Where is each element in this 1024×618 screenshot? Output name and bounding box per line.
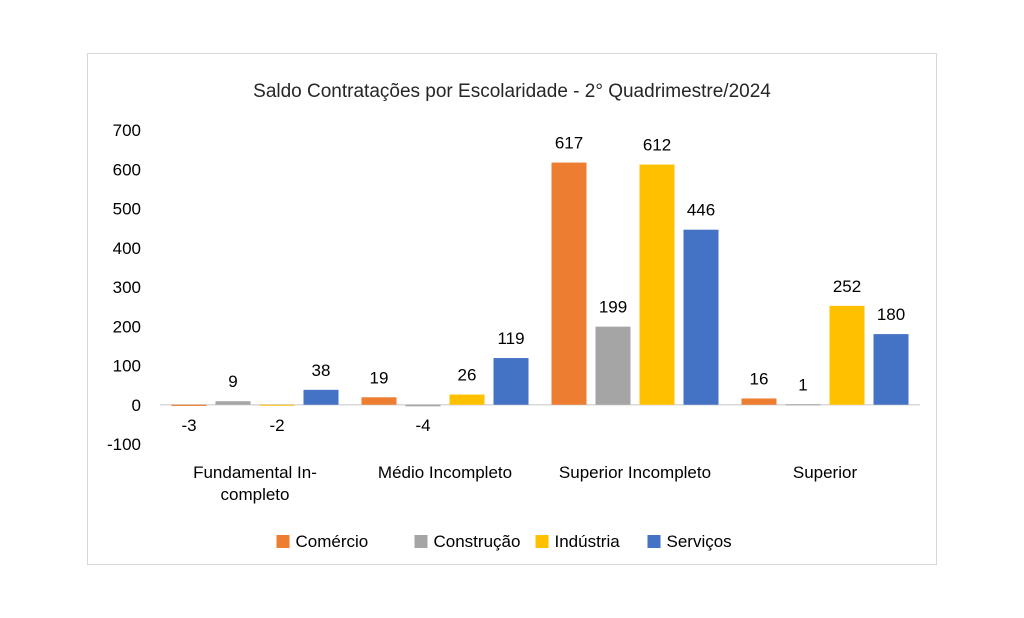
bar (873, 334, 909, 405)
data-label: 1 (798, 375, 807, 394)
data-label: 199 (599, 298, 627, 317)
data-label: -3 (181, 416, 196, 435)
data-label: 119 (497, 329, 524, 348)
data-label: -2 (269, 416, 284, 435)
legend-swatch (535, 535, 549, 548)
bar (829, 305, 865, 405)
data-label: 180 (877, 305, 905, 324)
bar (259, 404, 295, 406)
bar (215, 401, 251, 405)
bars (171, 162, 909, 407)
bar (405, 404, 441, 407)
data-labels: -3 9 -2 38 19 -4 26 119 617 199 612 446 16 1 252 180 (181, 134, 905, 435)
data-label: 617 (555, 134, 583, 153)
data-label: 19 (370, 368, 389, 387)
y-tick-label: -100 (107, 435, 141, 454)
legend: Comércio Construção Indústria Serviços (276, 532, 732, 551)
y-tick-label: 700 (113, 121, 141, 140)
bar (639, 164, 675, 405)
bar (595, 326, 631, 405)
y-tick-label: 400 (113, 239, 141, 258)
y-tick-label: 0 (132, 396, 141, 415)
legend-label: Indústria (555, 532, 621, 551)
data-label: 38 (312, 361, 331, 380)
legend-swatch (276, 535, 290, 548)
chart-title: Saldo Contratações por Escolaridade - 2°… (253, 81, 771, 102)
data-label: -4 (415, 416, 430, 435)
bar (785, 404, 821, 406)
legend-swatch (414, 535, 428, 548)
y-tick-label: 100 (113, 357, 141, 376)
bar (683, 229, 719, 405)
bar (361, 397, 397, 405)
legend-label: Construção (434, 532, 521, 551)
x-tick-label: Superior Incompleto (559, 463, 711, 482)
y-tick-label: 500 (113, 200, 141, 219)
y-tick-label: 200 (113, 317, 141, 336)
data-label: 612 (643, 136, 671, 155)
legend-label: Serviços (667, 532, 732, 551)
bar (493, 358, 529, 405)
bar (551, 162, 587, 405)
data-label: 252 (833, 277, 861, 296)
bar (171, 404, 207, 406)
x-tick-label: Fundamental In-completo (193, 463, 317, 504)
x-tick-label: Médio Incompleto (378, 463, 512, 482)
y-tick-label: 600 (113, 160, 141, 179)
x-axis: Fundamental In-completo Médio Incompleto S… (193, 463, 857, 504)
legend-label: Comércio (296, 532, 369, 551)
bar (741, 398, 777, 405)
data-label: 26 (458, 366, 477, 385)
bar (303, 389, 339, 405)
x-tick-label: Superior (793, 463, 858, 482)
y-tick-label: 300 (113, 278, 141, 297)
bar (449, 394, 485, 405)
data-label: 16 (750, 369, 769, 388)
data-label: 9 (228, 372, 237, 391)
data-label: 446 (687, 201, 715, 220)
chart-frame (87, 53, 937, 565)
legend-swatch (647, 535, 661, 548)
